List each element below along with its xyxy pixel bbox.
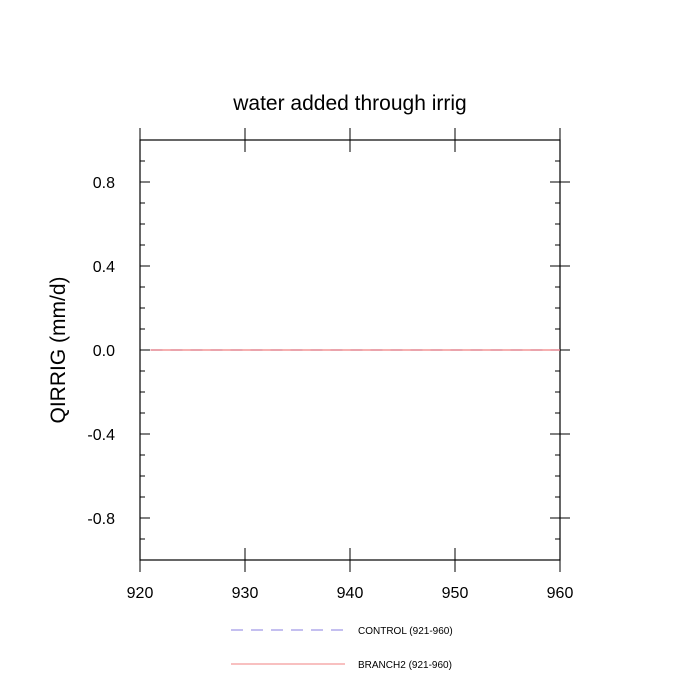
axis-tick-labels: 920 930 940 950 960 -0.8 -0.4 0.0 0.4 0.8 [87, 175, 573, 602]
legend-label: BRANCH2 (921-960) [358, 660, 452, 671]
x-tick-label: 960 [547, 585, 574, 602]
y-axis-label: QIRRIG (mm/d) [47, 277, 70, 424]
x-tick-label: 920 [127, 585, 154, 602]
y-tick-label: 0.8 [93, 175, 115, 192]
legend: CONTROL (921-960) BRANCH2 (921-960) [231, 626, 453, 671]
x-tick-label: 940 [337, 585, 364, 602]
y-tick-label: 0.4 [93, 259, 115, 276]
axis-ticks [139, 128, 570, 572]
y-tick-label: -0.8 [87, 511, 115, 528]
legend-label: CONTROL (921-960) [358, 626, 453, 637]
y-tick-label: 0.0 [93, 343, 115, 360]
y-tick-label: -0.4 [87, 427, 115, 444]
x-tick-label: 950 [442, 585, 469, 602]
chart-title: water added through irrig [232, 92, 466, 115]
x-tick-label: 930 [232, 585, 259, 602]
